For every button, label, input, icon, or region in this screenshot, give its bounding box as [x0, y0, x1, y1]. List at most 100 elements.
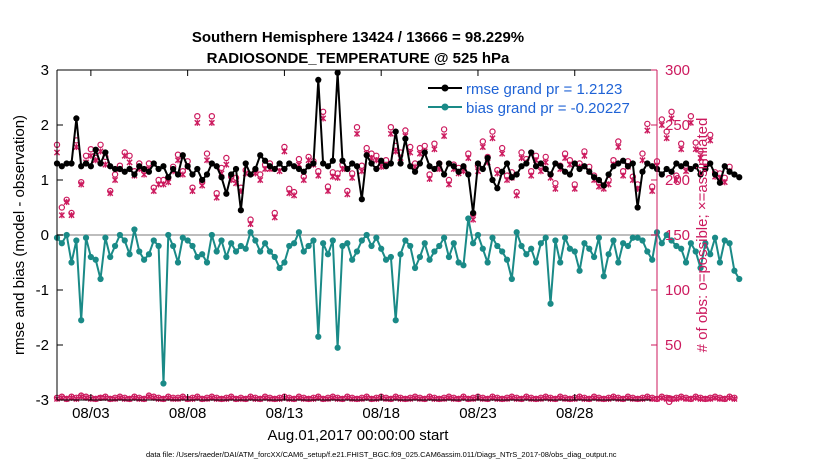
x-tick-label: 08/23 [459, 405, 497, 422]
rmse-point [557, 163, 564, 170]
bias-point [63, 231, 70, 239]
rmse-point [455, 168, 462, 175]
obs-assimilated-marker [581, 152, 588, 159]
bias-point [436, 242, 443, 250]
rmse-point [373, 165, 380, 173]
legend-bias-label: bias grand pr = -0.20227 [466, 100, 630, 117]
obs-assimilated-marker [726, 394, 733, 401]
obs-assimilated-marker [682, 395, 690, 402]
rmse-point [440, 171, 448, 178]
obs-possible-marker [97, 141, 104, 148]
rmse-point [87, 163, 94, 170]
rmse-point [726, 168, 733, 175]
rmse-point [300, 168, 307, 175]
obs-assimilated-marker [537, 395, 544, 402]
rmse-point [63, 160, 70, 167]
obs-assimilated-marker [494, 170, 501, 177]
bias-point [615, 259, 622, 266]
rmse-point [194, 165, 201, 173]
bias-point [634, 234, 641, 241]
rmse-point [126, 165, 133, 173]
bias-point [373, 234, 380, 241]
bias-point [184, 237, 191, 244]
bias-point [349, 256, 356, 263]
bias-point [165, 231, 172, 239]
rmse-point [261, 157, 269, 164]
obs-assimilated-marker [431, 395, 438, 402]
obs-assimilated-marker [111, 395, 119, 402]
rmse-point [339, 157, 346, 164]
bias-point [131, 226, 138, 233]
footer-data-file: data file: /Users/raeder/DAI/ATM_forcXX/… [146, 450, 617, 459]
obs-assimilated-marker [324, 395, 332, 402]
y-tick-label-left: -1 [36, 282, 49, 299]
bias-point [237, 242, 244, 250]
obs-assimilated-marker [639, 157, 646, 164]
rmse-point [353, 163, 361, 170]
rmse-point [494, 185, 501, 192]
obs-assimilated-marker [470, 216, 477, 223]
obs-possible-marker [489, 128, 496, 135]
obs-assimilated-marker [678, 394, 685, 401]
obs-assimilated-marker [600, 395, 607, 402]
rmse-point [663, 165, 670, 173]
rmse-point [208, 160, 215, 167]
obs-assimilated-marker [561, 395, 569, 402]
rmse-point [624, 163, 632, 170]
obs-assimilated-marker [271, 214, 278, 221]
bias-point [320, 240, 327, 247]
rmse-point [552, 160, 559, 167]
rmse-point [358, 196, 365, 203]
rmse-point [561, 168, 569, 175]
rmse-point [392, 128, 399, 135]
bias-point [697, 264, 704, 272]
obs-assimilated-marker [711, 394, 719, 401]
y-tick-label-left: 0 [41, 227, 49, 244]
rmse-point [682, 160, 690, 167]
rmse-point [199, 176, 206, 184]
bias-point [145, 251, 153, 258]
obs-assimilated-marker [716, 395, 723, 402]
rmse-point [107, 163, 114, 170]
obs-possible-marker [387, 123, 395, 131]
rmse-point [532, 163, 540, 170]
obs-assimilated-marker [339, 165, 346, 173]
bias-point [503, 256, 511, 263]
bias-point [518, 242, 525, 250]
rmse-point [189, 171, 196, 178]
obs-assimilated-marker [261, 165, 269, 173]
bias-point [726, 240, 733, 247]
legend-rmse-marker [441, 84, 449, 92]
bias-point [68, 259, 75, 266]
bias-point [363, 231, 370, 239]
rmse-point [102, 149, 109, 156]
obs-assimilated-marker [644, 127, 651, 134]
obs-assimilated-marker [121, 395, 128, 402]
rmse-point [566, 171, 574, 178]
rmse-point [673, 160, 680, 167]
bias-point [107, 253, 114, 261]
x-tick-label: 08/03 [72, 405, 110, 422]
rmse-series [53, 69, 743, 217]
obs-assimilated-marker [232, 395, 240, 402]
obs-possible-marker [82, 152, 90, 159]
obs-assimilated-marker [479, 143, 486, 151]
bias-point [673, 242, 680, 250]
obs-assimilated-marker [537, 168, 544, 175]
bias-point [232, 248, 240, 255]
obs-assimilated-marker [692, 394, 699, 401]
bias-point [102, 234, 109, 241]
obs-assimilated-marker [484, 395, 491, 402]
obs-assimilated-marker [126, 159, 133, 166]
bias-point [189, 242, 196, 250]
rmse-point [213, 163, 220, 170]
rmse-point [92, 146, 99, 153]
bias-point [136, 248, 143, 255]
obs-assimilated-marker [353, 130, 361, 137]
obs-assimilated-marker [78, 181, 85, 188]
obs-assimilated-marker [673, 395, 680, 402]
bias-point [73, 237, 80, 244]
rmse-point [411, 168, 419, 175]
obs-assimilated-marker [687, 119, 694, 126]
obs-assimilated-marker [170, 395, 177, 402]
